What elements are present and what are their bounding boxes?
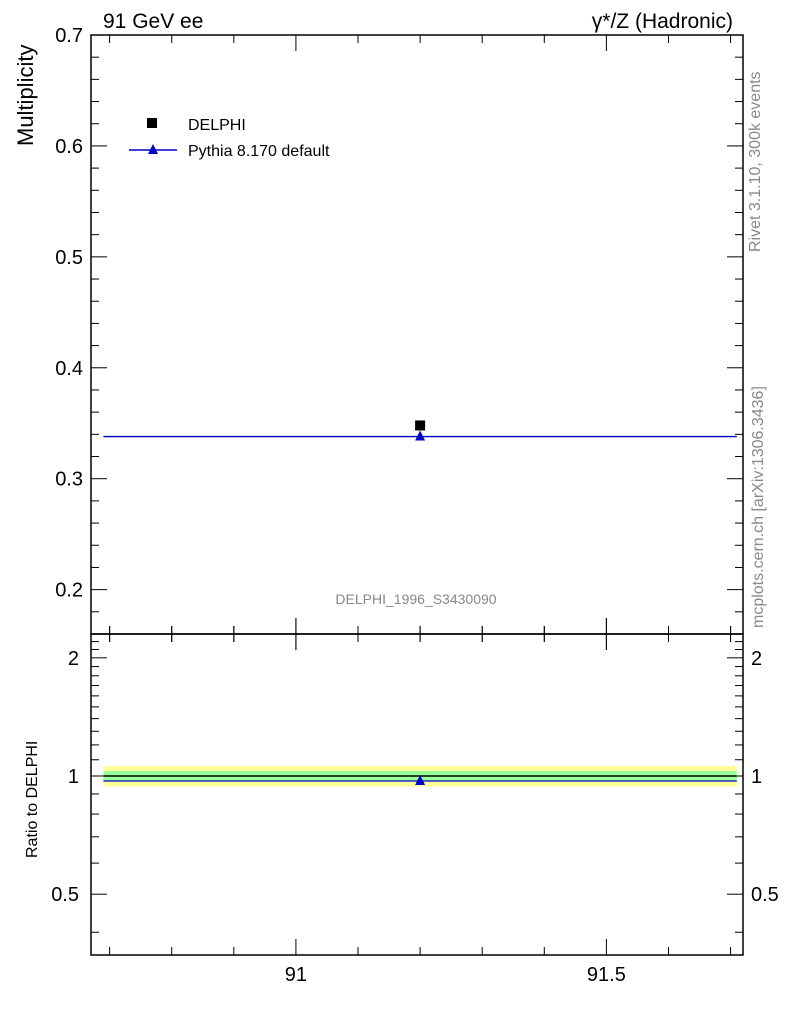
main-ytick-label: 0.2	[55, 580, 83, 602]
legend-delphi-marker	[147, 118, 157, 128]
main-ytick-label: 0.6	[55, 136, 83, 158]
pythia-marker	[415, 430, 426, 441]
main-ytick-label: 0.7	[55, 25, 83, 47]
ratio-panel	[90, 633, 744, 956]
ratio-ytick-label-right: 1	[751, 766, 762, 788]
main-ytick-label: 0.5	[55, 247, 83, 269]
source-label: mcplots.cern.ch [arXiv:1306.3436]	[750, 386, 767, 628]
ratio-ylabel: Ratio to DELPHI	[24, 741, 41, 858]
legend-pythia-label: Pythia 8.170 default	[188, 143, 330, 160]
analysis-watermark: DELPHI_1996_S3430090	[335, 591, 496, 607]
xtick-label: 91	[285, 964, 307, 986]
header-right: γ*/Z (Hadronic)	[592, 10, 733, 33]
ratio-y-axis: 0.5 0.5 1 1 2 2	[51, 641, 779, 933]
main-y-axis: 0.2 0.3 0.4 0.5 0.6 0.7	[55, 25, 743, 635]
legend-pythia-marker	[148, 144, 158, 154]
ratio-ytick-label-left: 1	[68, 766, 79, 788]
ratio-ytick-label-left: 0.5	[51, 884, 79, 906]
ratio-ytick-label-left: 2	[68, 648, 79, 670]
main-ylabel: Multiplicity	[13, 45, 38, 146]
ratio-pythia-marker	[415, 775, 426, 786]
ratio-frame-border	[90, 633, 744, 956]
main-ytick-label: 0.3	[55, 469, 83, 491]
xtick-label: 91.5	[587, 964, 626, 986]
legend: DELPHI Pythia 8.170 default	[129, 117, 330, 160]
delphi-marker	[415, 420, 426, 431]
header-left: 91 GeV ee	[103, 10, 203, 33]
x-axis: 91 91.5	[109, 35, 732, 986]
rivet-version-label: Rivet 3.1.10, 300k events	[747, 71, 764, 252]
ratio-data-marks	[103, 766, 737, 787]
legend-delphi-label: DELPHI	[188, 117, 246, 134]
ratio-ytick-label-right: 2	[751, 648, 762, 670]
main-ytick-label: 0.4	[55, 358, 83, 380]
ratio-ytick-label-right: 0.5	[751, 884, 779, 906]
main-data-marks	[103, 420, 737, 441]
